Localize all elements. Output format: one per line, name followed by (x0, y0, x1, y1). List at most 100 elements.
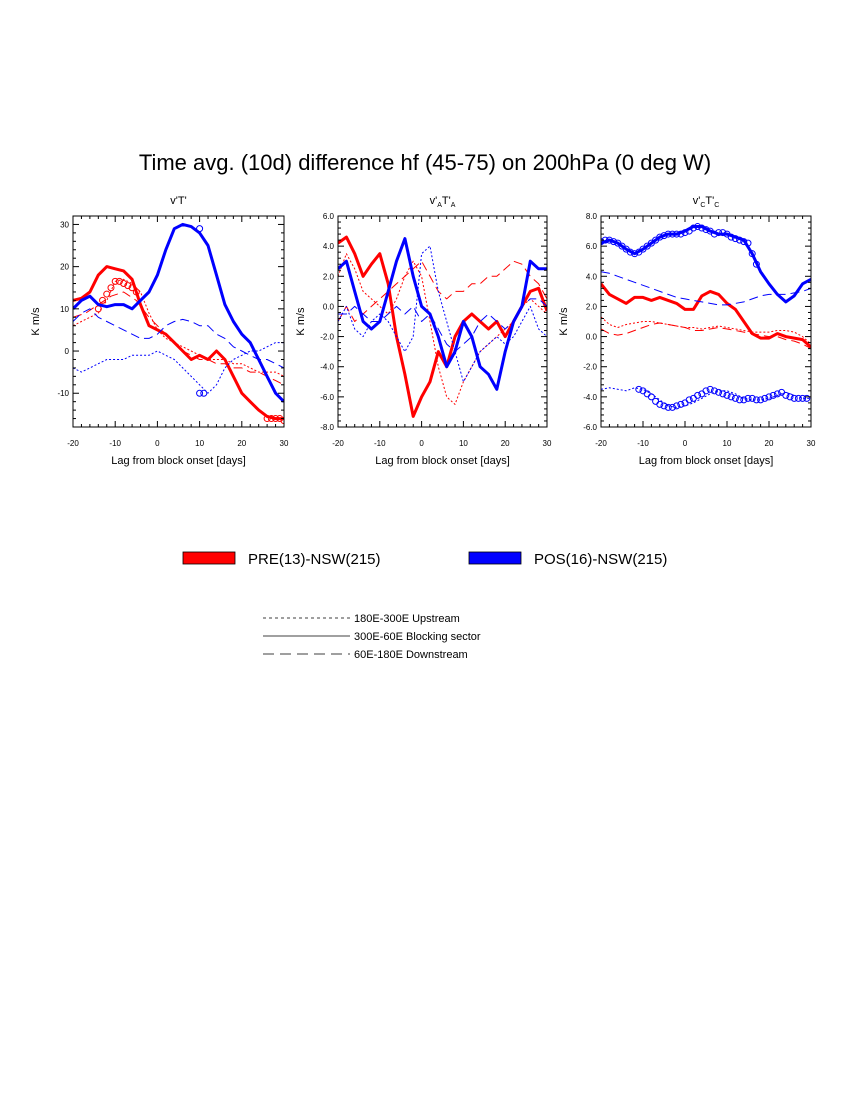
series-line-pos-solid (73, 222, 284, 403)
series-marker (752, 396, 760, 404)
y-tick-label: -2.0 (320, 333, 334, 342)
x-tick-label: 10 (723, 439, 732, 448)
series-line-pos-dotted (338, 245, 547, 383)
y-axis-label: K m/s (558, 307, 570, 336)
series-marker (769, 391, 777, 399)
x-tick-label: -20 (67, 439, 79, 448)
x-tick-label: 20 (237, 439, 246, 448)
y-axis-label: K m/s (295, 307, 307, 336)
series-marker (803, 394, 811, 402)
series-marker (715, 229, 723, 237)
y-tick-label: -10 (57, 389, 69, 398)
x-tick-label: -20 (332, 439, 344, 448)
series-marker (656, 400, 664, 408)
y-tick-label: 6.0 (586, 242, 598, 251)
x-tick-label: 0 (419, 439, 424, 448)
series-marker (601, 238, 605, 246)
y-tick-label: 20 (60, 263, 69, 272)
series-marker (694, 391, 702, 399)
x-tick-label: 20 (765, 439, 774, 448)
series-marker (794, 394, 802, 402)
series-marker (681, 229, 689, 237)
series-marker (626, 248, 634, 256)
chart-panel-1: v'T' -20 -10 0 10 20 30 -10 0 10 20 30 Lag from bloc… (30, 195, 289, 467)
color-legend: PRE(13)-NSW(215) POS(16)-NSW(215) (182, 551, 667, 568)
series-marker (196, 389, 204, 397)
series-marker (668, 230, 676, 238)
series-marker (702, 387, 710, 395)
series-marker (757, 396, 765, 404)
figure-title: Time avg. (10d) difference hf (45-75) on… (138, 150, 712, 175)
series-line-pos-dotted (601, 387, 811, 408)
y-tick-label: 8.0 (586, 212, 598, 221)
legend-swatch-pos (468, 551, 522, 565)
panel-title: v'CT'C (693, 195, 720, 209)
series-marker (677, 400, 685, 408)
y-tick-label: 0.0 (323, 302, 335, 311)
x-tick-label: 10 (195, 439, 204, 448)
legend-swatch-pre (182, 551, 236, 565)
x-tick-label: -20 (595, 439, 607, 448)
series-marker (673, 230, 681, 238)
x-tick-label: 0 (683, 439, 688, 448)
series-marker (656, 233, 664, 241)
series-marker (660, 402, 668, 410)
x-axis-label: Lag from block onset [days] (639, 455, 774, 467)
series-marker (267, 415, 275, 423)
series-marker (727, 233, 735, 241)
y-tick-label: 0 (65, 347, 70, 356)
series-line-pos-dashed (338, 298, 547, 353)
series-line-pre-dashed (73, 291, 284, 386)
series-marker (132, 288, 140, 296)
y-tick-label: -8.0 (320, 423, 334, 432)
series-marker (740, 238, 748, 246)
series-marker (752, 260, 760, 268)
series-line-pos-solid (338, 237, 547, 391)
y-tick-label: 4.0 (586, 272, 598, 281)
series-marker (748, 394, 756, 402)
series-marker (124, 282, 132, 290)
series-marker (635, 385, 643, 393)
chart-panel-2: v'AT'A -20 -10 0 10 20 30 -8.0 -6.0 -4.0 -2.0 0.0 2.… (295, 195, 552, 467)
plot-frame (600, 215, 812, 428)
series-marker (782, 391, 790, 399)
series-marker (790, 394, 798, 402)
series-marker (698, 224, 706, 232)
series-marker (111, 277, 119, 285)
panel-title: v'T' (170, 195, 186, 207)
style-legend: 180E-300E Upstream 300E-60E Blocking sect… (263, 613, 481, 661)
series-marker (120, 280, 128, 288)
y-tick-label: -6.0 (320, 393, 334, 402)
x-tick-label: 20 (501, 439, 510, 448)
plot-frame (337, 215, 548, 428)
chart-panel-3: v'CT'C -20 -10 0 10 20 30 -6.0 -4.0 -2.0 0.0 2.0 4.0… (558, 195, 816, 467)
series-line-pos-dotted (73, 342, 284, 394)
y-tick-label: 0.0 (586, 333, 598, 342)
series-marker (719, 390, 727, 398)
x-axis-label: Lag from block onset [days] (111, 455, 246, 467)
y-tick-label: -4.0 (583, 393, 597, 402)
series-group (338, 235, 547, 418)
series-marker (652, 397, 660, 405)
y-tick-label: -2.0 (583, 363, 597, 372)
series-marker (765, 393, 773, 401)
y-tick-label: 6.0 (323, 212, 335, 221)
series-line-pos-dashed (601, 271, 811, 306)
series-marker (280, 417, 284, 425)
legend-label-pos: POS(16)-NSW(215) (534, 551, 667, 568)
series-marker (115, 277, 123, 285)
series-marker (263, 415, 271, 423)
series-marker (731, 235, 739, 243)
x-tick-label: 0 (155, 439, 160, 448)
panel-title: v'AT'A (430, 195, 456, 209)
legend-label-pre: PRE(13)-NSW(215) (248, 551, 381, 568)
series-marker (740, 396, 748, 404)
series-marker (715, 388, 723, 396)
series-marker (272, 415, 280, 423)
series-marker (94, 305, 102, 313)
series-line-pre-solid (601, 282, 811, 349)
series-marker (799, 394, 807, 402)
series-group (601, 223, 811, 411)
series-marker (200, 389, 208, 397)
series-marker (99, 296, 107, 304)
